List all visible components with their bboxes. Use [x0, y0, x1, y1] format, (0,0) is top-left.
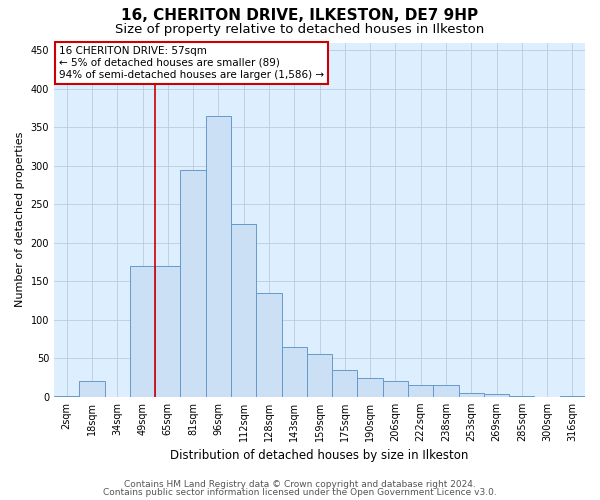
Text: 16, CHERITON DRIVE, ILKESTON, DE7 9HP: 16, CHERITON DRIVE, ILKESTON, DE7 9HP — [121, 8, 479, 22]
Bar — [509, 396, 535, 397]
X-axis label: Distribution of detached houses by size in Ilkeston: Distribution of detached houses by size … — [170, 450, 469, 462]
Bar — [79, 382, 104, 397]
Y-axis label: Number of detached properties: Number of detached properties — [15, 132, 25, 308]
Bar — [332, 370, 358, 397]
Bar — [408, 386, 433, 397]
Bar — [130, 266, 155, 397]
Bar — [307, 354, 332, 397]
Bar — [231, 224, 256, 397]
Bar — [206, 116, 231, 397]
Bar — [358, 378, 383, 397]
Text: Size of property relative to detached houses in Ilkeston: Size of property relative to detached ho… — [115, 22, 485, 36]
Bar — [458, 393, 484, 397]
Bar — [383, 382, 408, 397]
Bar — [433, 386, 458, 397]
Bar — [256, 293, 281, 397]
Bar — [54, 396, 79, 397]
Text: 16 CHERITON DRIVE: 57sqm
← 5% of detached houses are smaller (89)
94% of semi-de: 16 CHERITON DRIVE: 57sqm ← 5% of detache… — [59, 46, 324, 80]
Bar — [155, 266, 181, 397]
Text: Contains HM Land Registry data © Crown copyright and database right 2024.: Contains HM Land Registry data © Crown c… — [124, 480, 476, 489]
Bar — [484, 394, 509, 397]
Bar — [281, 346, 307, 397]
Bar — [560, 396, 585, 397]
Text: Contains public sector information licensed under the Open Government Licence v3: Contains public sector information licen… — [103, 488, 497, 497]
Bar — [181, 170, 206, 397]
